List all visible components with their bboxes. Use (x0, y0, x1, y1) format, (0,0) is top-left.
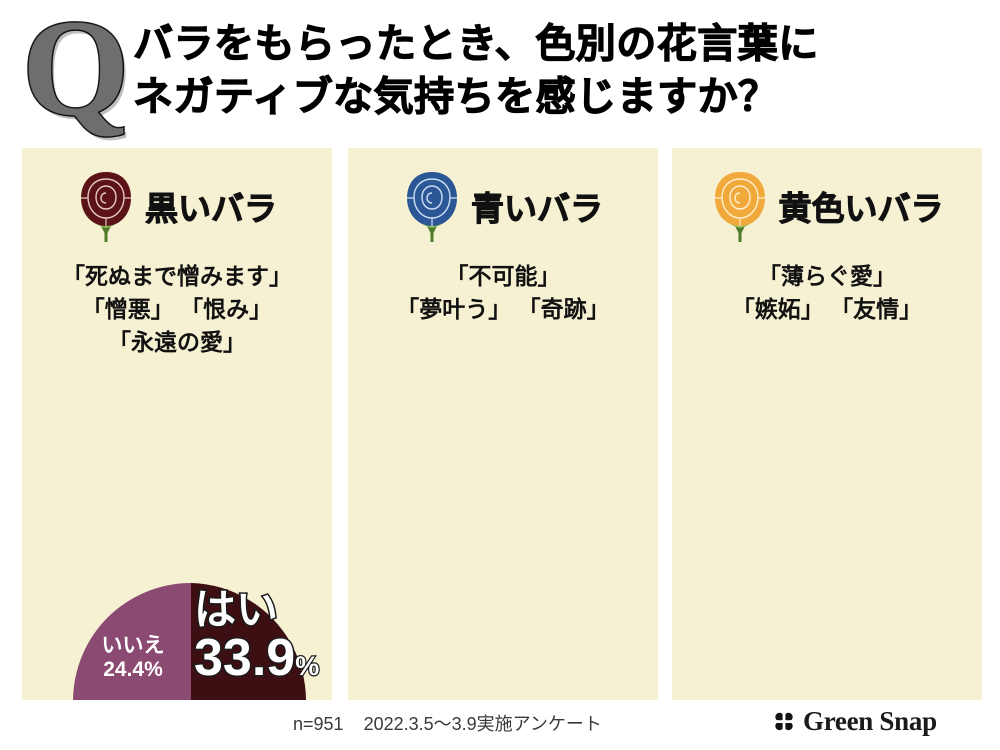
flower-meanings: 「不可能」 「夢叶う」 「奇跡」 (348, 260, 658, 326)
panel-header: 黒いバラ (22, 164, 332, 248)
pie-label-iie-name: いいえ (102, 634, 165, 657)
rose-icon (81, 172, 131, 242)
panel-header: 黄色いバラ (672, 164, 982, 248)
question-badge-q: Q (21, 0, 131, 144)
panel-title: 黄色いバラ (778, 190, 944, 228)
question-line-2: ネガティブな気持ちを感じますか？ (132, 74, 779, 119)
pie-label-iie-pct: 24.4% (103, 658, 163, 681)
survey-period: 2022.3.5〜3.9実施アンケート (363, 714, 602, 734)
meaning-line: 「憎悪」 「恨み」 (81, 296, 273, 322)
panel-blue-rose: 青いバラ 「不可能」 「夢叶う」 「奇跡」 いいえ 51% もらう 相手による … (348, 148, 966, 750)
panel-yellow-rose: 黄色いバラ 「薄らぐ愛」 「嫉妬」 「友情」 いいえ 54.6% もらう 相手に… (672, 148, 982, 700)
rose-icon (407, 172, 457, 242)
footer: n=951 2022.3.5〜3.9実施アンケート Green Snap (0, 700, 1000, 750)
question-header: Q バラをもらったとき、色別の花言葉に ネガティブな気持ちを感じますか？ (0, 0, 1000, 145)
panel-header: 青いバラ (348, 164, 658, 248)
meaning-line: 「薄らぐ愛」 (758, 263, 896, 289)
brand-name: Green Snap (803, 706, 937, 736)
meaning-line: 「永遠の愛」 (108, 329, 246, 355)
survey-note: n=951 2022.3.5〜3.9実施アンケート (293, 710, 602, 736)
brand-logo: Green Snap (772, 706, 937, 737)
panel-black-rose: 黒いバラ 「死ぬまで憎みます」 「憎悪」 「恨み」 「永遠の愛」 いいえ 24.… (22, 148, 332, 750)
sample-size: n=951 (293, 714, 344, 734)
meaning-line: 「嫉妬」 「友情」 (731, 296, 923, 322)
meaning-line: 「死ぬまで憎みます」 (62, 263, 292, 289)
panel-title: 青いバラ (471, 190, 604, 228)
flower-meanings: 「薄らぐ愛」 「嫉妬」 「友情」 (672, 260, 982, 326)
meaning-line: 「不可能」 (445, 263, 561, 289)
flower-meanings: 「死ぬまで憎みます」 「憎悪」 「恨み」 「永遠の愛」 (22, 260, 332, 359)
panel-title: 黒いバラ (145, 190, 278, 228)
question-line-1: バラをもらったとき、色別の花言葉に (132, 21, 819, 66)
page-title: バラをもらったとき、色別の花言葉に ネガティブな気持ちを感じますか？ (132, 18, 983, 124)
meaning-line: 「夢叶う」 「奇跡」 (396, 296, 610, 322)
rose-icon (714, 172, 765, 242)
clover-icon (774, 711, 794, 732)
